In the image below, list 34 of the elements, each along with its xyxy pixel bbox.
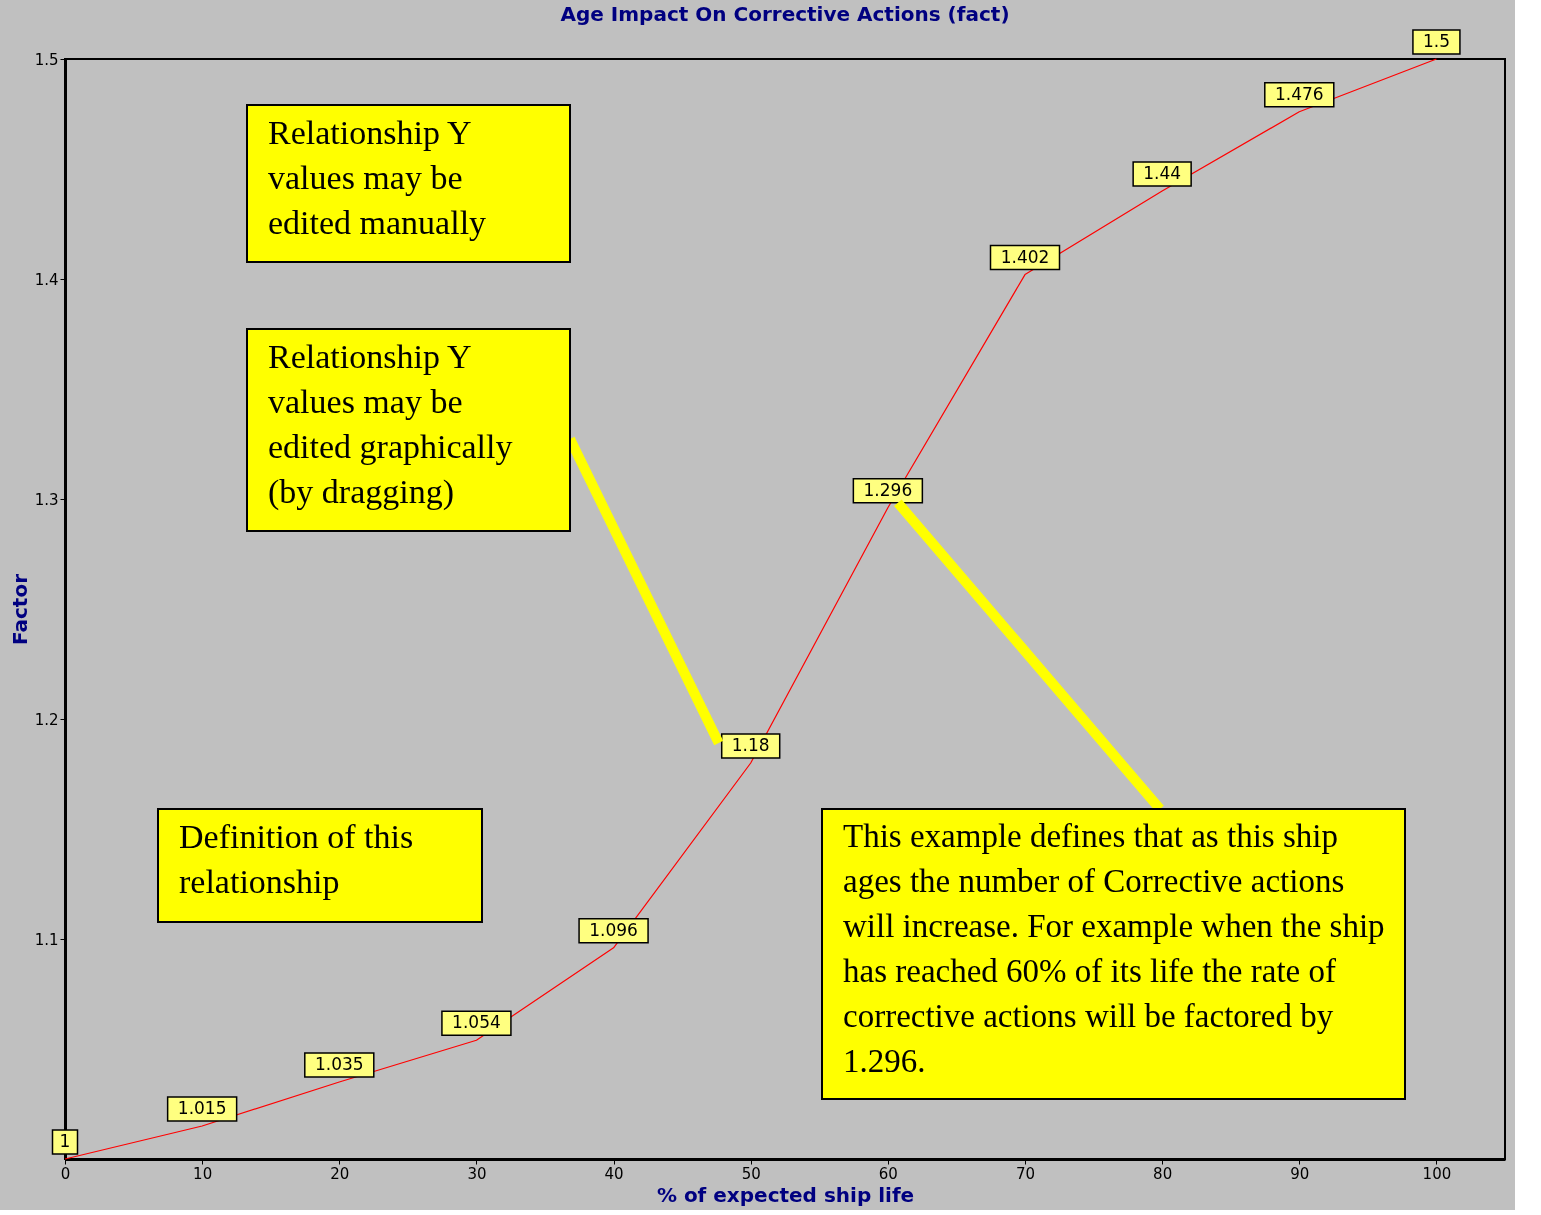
- annotation: This example defines that as this ship ages the number of Corrective actions will increase. For example when the ship has reached 60% of its life the rate of corrective actions will be factored by 1.296.: [843, 818, 1385, 1079]
- x-tick-label: 100: [1422, 1164, 1452, 1183]
- annotation: Relationship Y values may be edited manually: [268, 114, 487, 241]
- annotation: Relationship Y values may be edited graphically (by dragging): [268, 338, 513, 511]
- data-label: 1.296: [863, 479, 913, 500]
- y-tick-label: 1.5: [34, 50, 59, 69]
- data-label: 1.096: [589, 919, 638, 940]
- x-tick-label: 60: [878, 1164, 898, 1183]
- data-label: 1.015: [177, 1098, 227, 1118]
- y-tick-label: 1.1: [34, 930, 59, 949]
- x-tick-label: 0: [60, 1164, 71, 1183]
- x-tick-label: 80: [1153, 1164, 1173, 1183]
- data-label: 1.476: [1274, 83, 1324, 104]
- annotation: Definition of this relationship: [179, 818, 414, 900]
- x-tick-label: 70: [1015, 1164, 1036, 1183]
- x-axis-title: % of expected ship life: [656, 1182, 915, 1207]
- data-label: 1.402: [1000, 246, 1050, 267]
- data-label: 1: [59, 1131, 71, 1151]
- y-tick-label: 1.3: [34, 490, 59, 509]
- y-tick-label: 1.4: [34, 270, 59, 289]
- x-tick-label: 20: [330, 1164, 350, 1183]
- chart-title: Age Impact On Corrective Actions (fact): [560, 2, 1010, 27]
- data-label: 1.054: [452, 1012, 501, 1033]
- data-label: 1.5: [1422, 31, 1450, 51]
- x-tick-label: 40: [604, 1164, 624, 1183]
- y-axis-title: Factor: [7, 573, 32, 646]
- data-label: 1.035: [314, 1054, 364, 1074]
- x-tick-label: 50: [741, 1164, 761, 1183]
- x-tick-label: 10: [193, 1164, 213, 1183]
- x-tick-label: 90: [1290, 1164, 1310, 1183]
- x-tick-label: 30: [467, 1164, 487, 1183]
- data-label: 1.44: [1143, 163, 1182, 183]
- data-label: 1.18: [731, 735, 770, 755]
- y-tick-label: 1.2: [34, 710, 59, 729]
